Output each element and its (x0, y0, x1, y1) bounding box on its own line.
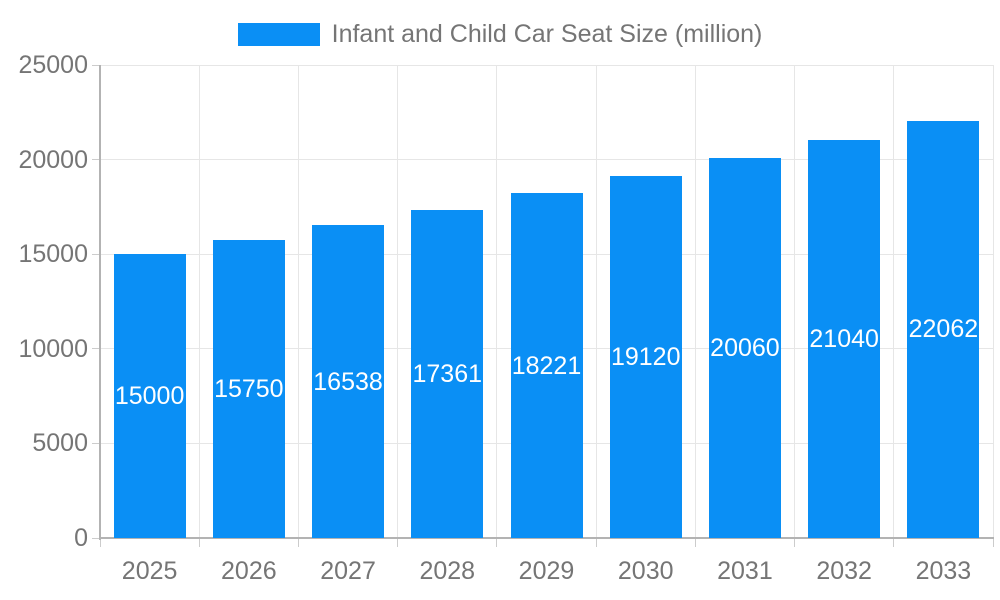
x-gridline (595, 65, 597, 538)
y-tick (92, 64, 100, 66)
y-axis-label: 20000 (18, 145, 88, 174)
x-axis-line (99, 537, 994, 539)
bar-value-label: 15750 (214, 375, 284, 403)
x-tick (893, 538, 895, 547)
x-tick (297, 538, 299, 547)
x-tick (99, 538, 101, 547)
x-gridline (198, 65, 200, 538)
bar-value-label: 20060 (710, 334, 780, 363)
x-gridline (794, 65, 796, 538)
y-axis-label: 5000 (32, 429, 88, 458)
bar[interactable] (312, 225, 385, 538)
bar-value-label: 19120 (610, 343, 681, 372)
legend-label: Infant and Child Car Seat Size (million) (331, 20, 763, 48)
y-axis-label: 0 (74, 524, 88, 552)
bar[interactable] (212, 240, 285, 538)
y-tick (92, 159, 100, 161)
x-gridline (694, 65, 696, 538)
x-tick (595, 538, 597, 547)
bar-value-label: 21040 (809, 324, 879, 353)
y-tick (92, 442, 100, 444)
x-axis-label: 2028 (419, 557, 476, 585)
bar[interactable] (113, 254, 186, 538)
x-axis-label: 2026 (221, 557, 277, 585)
x-tick (198, 538, 200, 547)
x-gridline (893, 65, 895, 538)
x-gridline (297, 65, 299, 538)
x-axis-label: 2032 (816, 557, 872, 585)
x-tick (992, 538, 994, 547)
y-axis-label: 10000 (18, 334, 88, 363)
y-gridline (100, 64, 993, 66)
legend[interactable]: Infant and Child Car Seat Size (million) (0, 20, 1000, 49)
bar[interactable] (510, 193, 583, 538)
bar[interactable] (708, 158, 781, 538)
bar[interactable] (609, 176, 682, 538)
x-gridline (496, 65, 498, 538)
x-tick (694, 538, 696, 547)
x-tick (794, 538, 796, 547)
x-axis-label: 2033 (915, 557, 972, 585)
y-gridline (100, 159, 993, 161)
x-tick (397, 538, 399, 547)
x-axis-label: 2031 (717, 557, 773, 585)
bar-value-label: 17361 (412, 359, 483, 388)
bar-value-label: 22062 (908, 315, 979, 344)
legend-swatch (237, 23, 320, 46)
x-axis-label: 2029 (518, 557, 575, 585)
x-tick (496, 538, 498, 547)
x-axis-label: 2025 (121, 557, 178, 585)
bar-value-label: 18221 (511, 351, 582, 380)
x-axis-label: 2030 (617, 557, 674, 585)
bar[interactable] (411, 209, 484, 538)
x-gridline (992, 65, 994, 538)
bar[interactable] (907, 120, 980, 538)
y-tick (92, 537, 100, 539)
bar[interactable] (808, 139, 881, 538)
y-axis-line (99, 65, 101, 540)
y-tick (92, 253, 100, 255)
y-axis-label: 25000 (18, 51, 88, 79)
y-tick (92, 348, 100, 350)
x-axis-label: 2027 (320, 557, 376, 585)
bar-value-label: 15000 (114, 382, 185, 411)
y-axis-label: 15000 (18, 240, 88, 269)
x-gridline (397, 65, 399, 538)
bar-value-label: 16538 (313, 367, 383, 396)
